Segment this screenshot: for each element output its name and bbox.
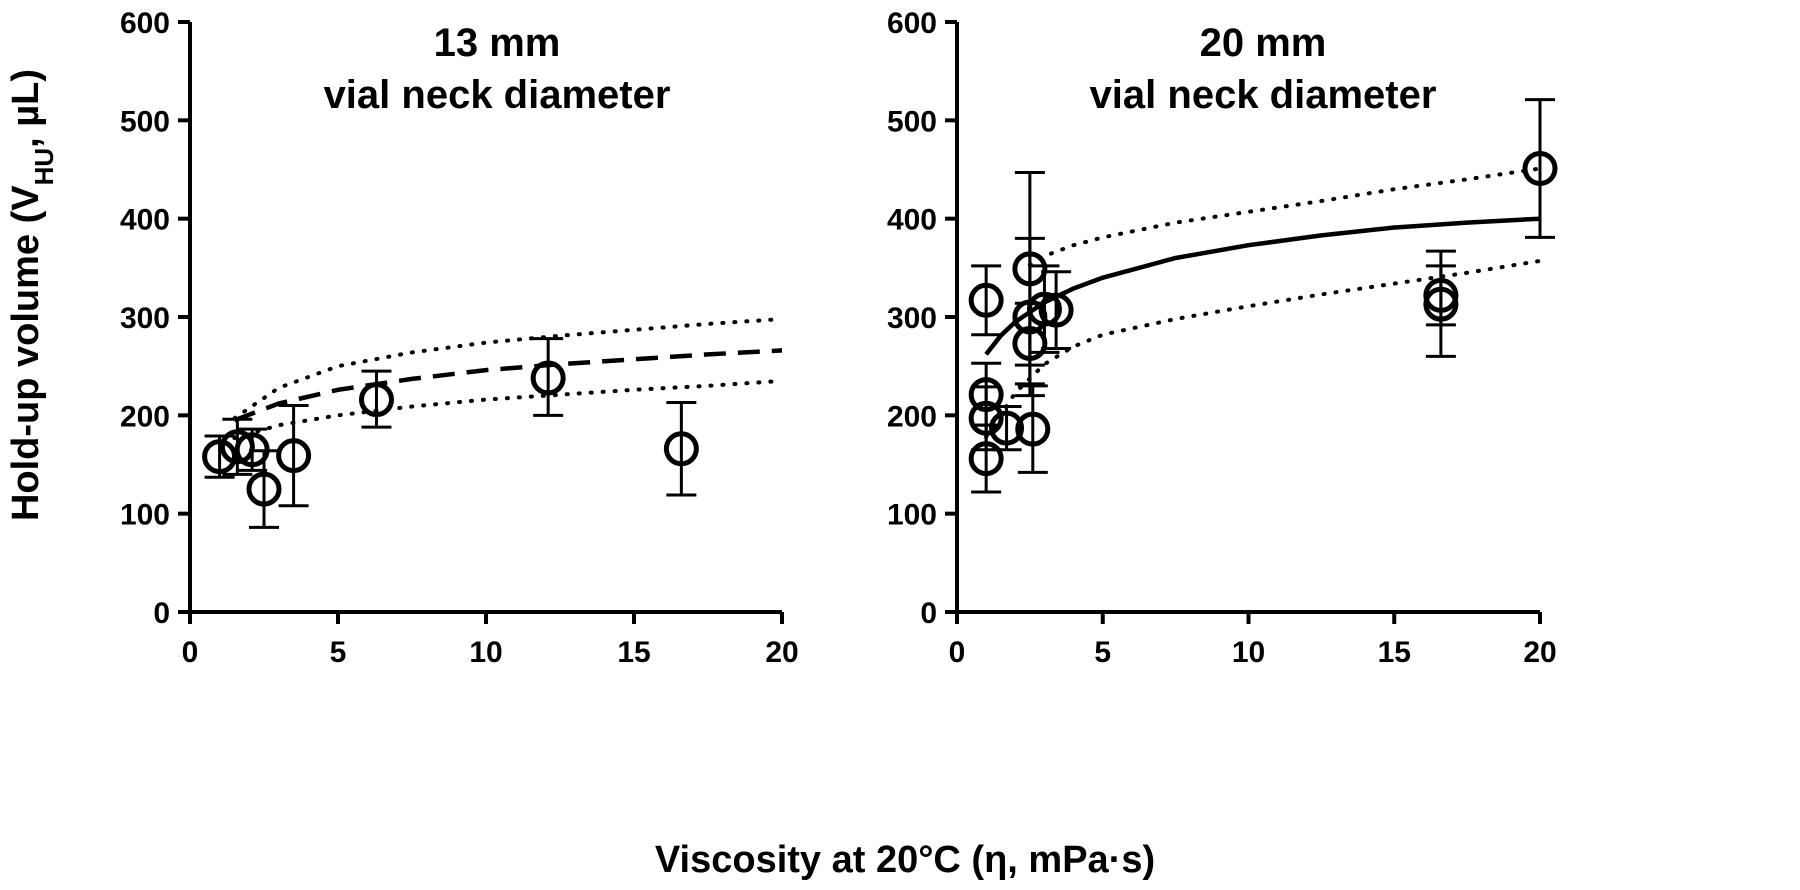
panel-20mm-data-point bbox=[1038, 292, 1074, 328]
panel-20mm-y-tick-label: 100 bbox=[887, 499, 937, 532]
panel-20mm-y-tick-label: 0 bbox=[920, 597, 937, 630]
panel-13mm: 13 mm vial neck diameter 010020030040050… bbox=[120, 7, 799, 669]
panel-20mm-y-tick-label: 500 bbox=[887, 105, 937, 138]
panel-20mm-data-point bbox=[968, 282, 1004, 318]
panel-20mm-x-tick-label: 20 bbox=[1523, 636, 1556, 669]
panel-13mm-data-point bbox=[246, 471, 282, 507]
panel-13mm-confidence-band-lower bbox=[232, 378, 784, 440]
panel-20mm-y-tick-label: 200 bbox=[887, 400, 937, 433]
panel-20mm-x-tick-label: 5 bbox=[1094, 636, 1111, 669]
panel-13mm-fit-line bbox=[233, 348, 783, 423]
panel-13mm-data-point bbox=[276, 438, 312, 474]
panel-20mm-y-tick-label: 300 bbox=[887, 302, 937, 335]
panel-13mm-data-point bbox=[219, 429, 255, 465]
panel-20mm-data-point bbox=[968, 400, 1004, 436]
panel-20mm-data-point bbox=[989, 410, 1025, 446]
panel-13mm-y-tick-label: 0 bbox=[153, 597, 170, 630]
panel-13mm-confidence-band-upper bbox=[232, 317, 784, 421]
y-axis-title-subscript: HU bbox=[29, 148, 59, 186]
panel-13mm-title-line1: 13 mm bbox=[434, 21, 561, 65]
panel-20mm-x-tick-label: 0 bbox=[949, 636, 966, 669]
panel-20mm-data-point bbox=[1522, 151, 1558, 187]
panel-20mm-data-point bbox=[1012, 326, 1048, 362]
panel-20mm-data-point bbox=[1423, 286, 1459, 322]
panel-20mm-x-tick-label: 15 bbox=[1378, 636, 1411, 669]
panel-20mm-title-line1: 20 mm bbox=[1200, 21, 1327, 65]
panel-20mm-data-point bbox=[1015, 411, 1051, 447]
panel-20mm-data-point bbox=[1026, 291, 1062, 327]
panel-13mm-x-tick-label: 15 bbox=[617, 636, 650, 669]
panel-20mm-data-point bbox=[968, 377, 1004, 413]
y-axis-title-end: , µL) bbox=[5, 69, 47, 148]
panel-13mm-x-tick-label: 20 bbox=[765, 636, 798, 669]
panel-13mm-data-point bbox=[358, 382, 394, 418]
panel-13mm-y-tick-label: 500 bbox=[120, 105, 170, 138]
panel-13mm-x-tick-label: 10 bbox=[469, 636, 502, 669]
panel-13mm-data-point bbox=[530, 360, 566, 396]
panel-20mm-title-line2: vial neck diameter bbox=[1090, 73, 1437, 117]
y-axis-title: Hold-up volume (VHU, µL) bbox=[5, 69, 59, 521]
panel-13mm-y-tick-label: 300 bbox=[120, 302, 170, 335]
y-axis-title-main: Hold-up volume (V bbox=[5, 185, 47, 521]
panel-13mm-y-tick-label: 600 bbox=[120, 7, 170, 40]
panel-20mm-fit-line bbox=[984, 216, 1541, 356]
panel-13mm-x-tick-label: 0 bbox=[182, 636, 199, 669]
panel-20mm: 20 mm vial neck diameter 010020030040050… bbox=[887, 7, 1558, 669]
panel-20mm-y-tick-label: 600 bbox=[887, 7, 937, 40]
panel-13mm-data-point bbox=[234, 432, 270, 468]
panel-13mm-data-point bbox=[663, 431, 699, 467]
panel-13mm-y-tick-label: 400 bbox=[120, 204, 170, 237]
panel-13mm-y-tick-label: 100 bbox=[120, 499, 170, 532]
panel-13mm-data-point bbox=[202, 439, 238, 475]
panel-20mm-data-point bbox=[968, 441, 1004, 477]
panel-20mm-confidence-band-upper bbox=[1027, 166, 1542, 267]
panel-20mm-confidence-band-lower bbox=[984, 258, 1542, 439]
panel-13mm-x-tick-label: 5 bbox=[330, 636, 347, 669]
panel-13mm-y-tick-label: 200 bbox=[120, 400, 170, 433]
panel-20mm-data-point bbox=[1012, 251, 1048, 287]
panel-13mm-title-line2: vial neck diameter bbox=[324, 73, 671, 117]
panel-20mm-y-tick-label: 400 bbox=[887, 204, 937, 237]
x-axis-title: Viscosity at 20°C (η, mPa·s) bbox=[655, 839, 1155, 881]
panel-20mm-x-tick-label: 10 bbox=[1232, 636, 1265, 669]
